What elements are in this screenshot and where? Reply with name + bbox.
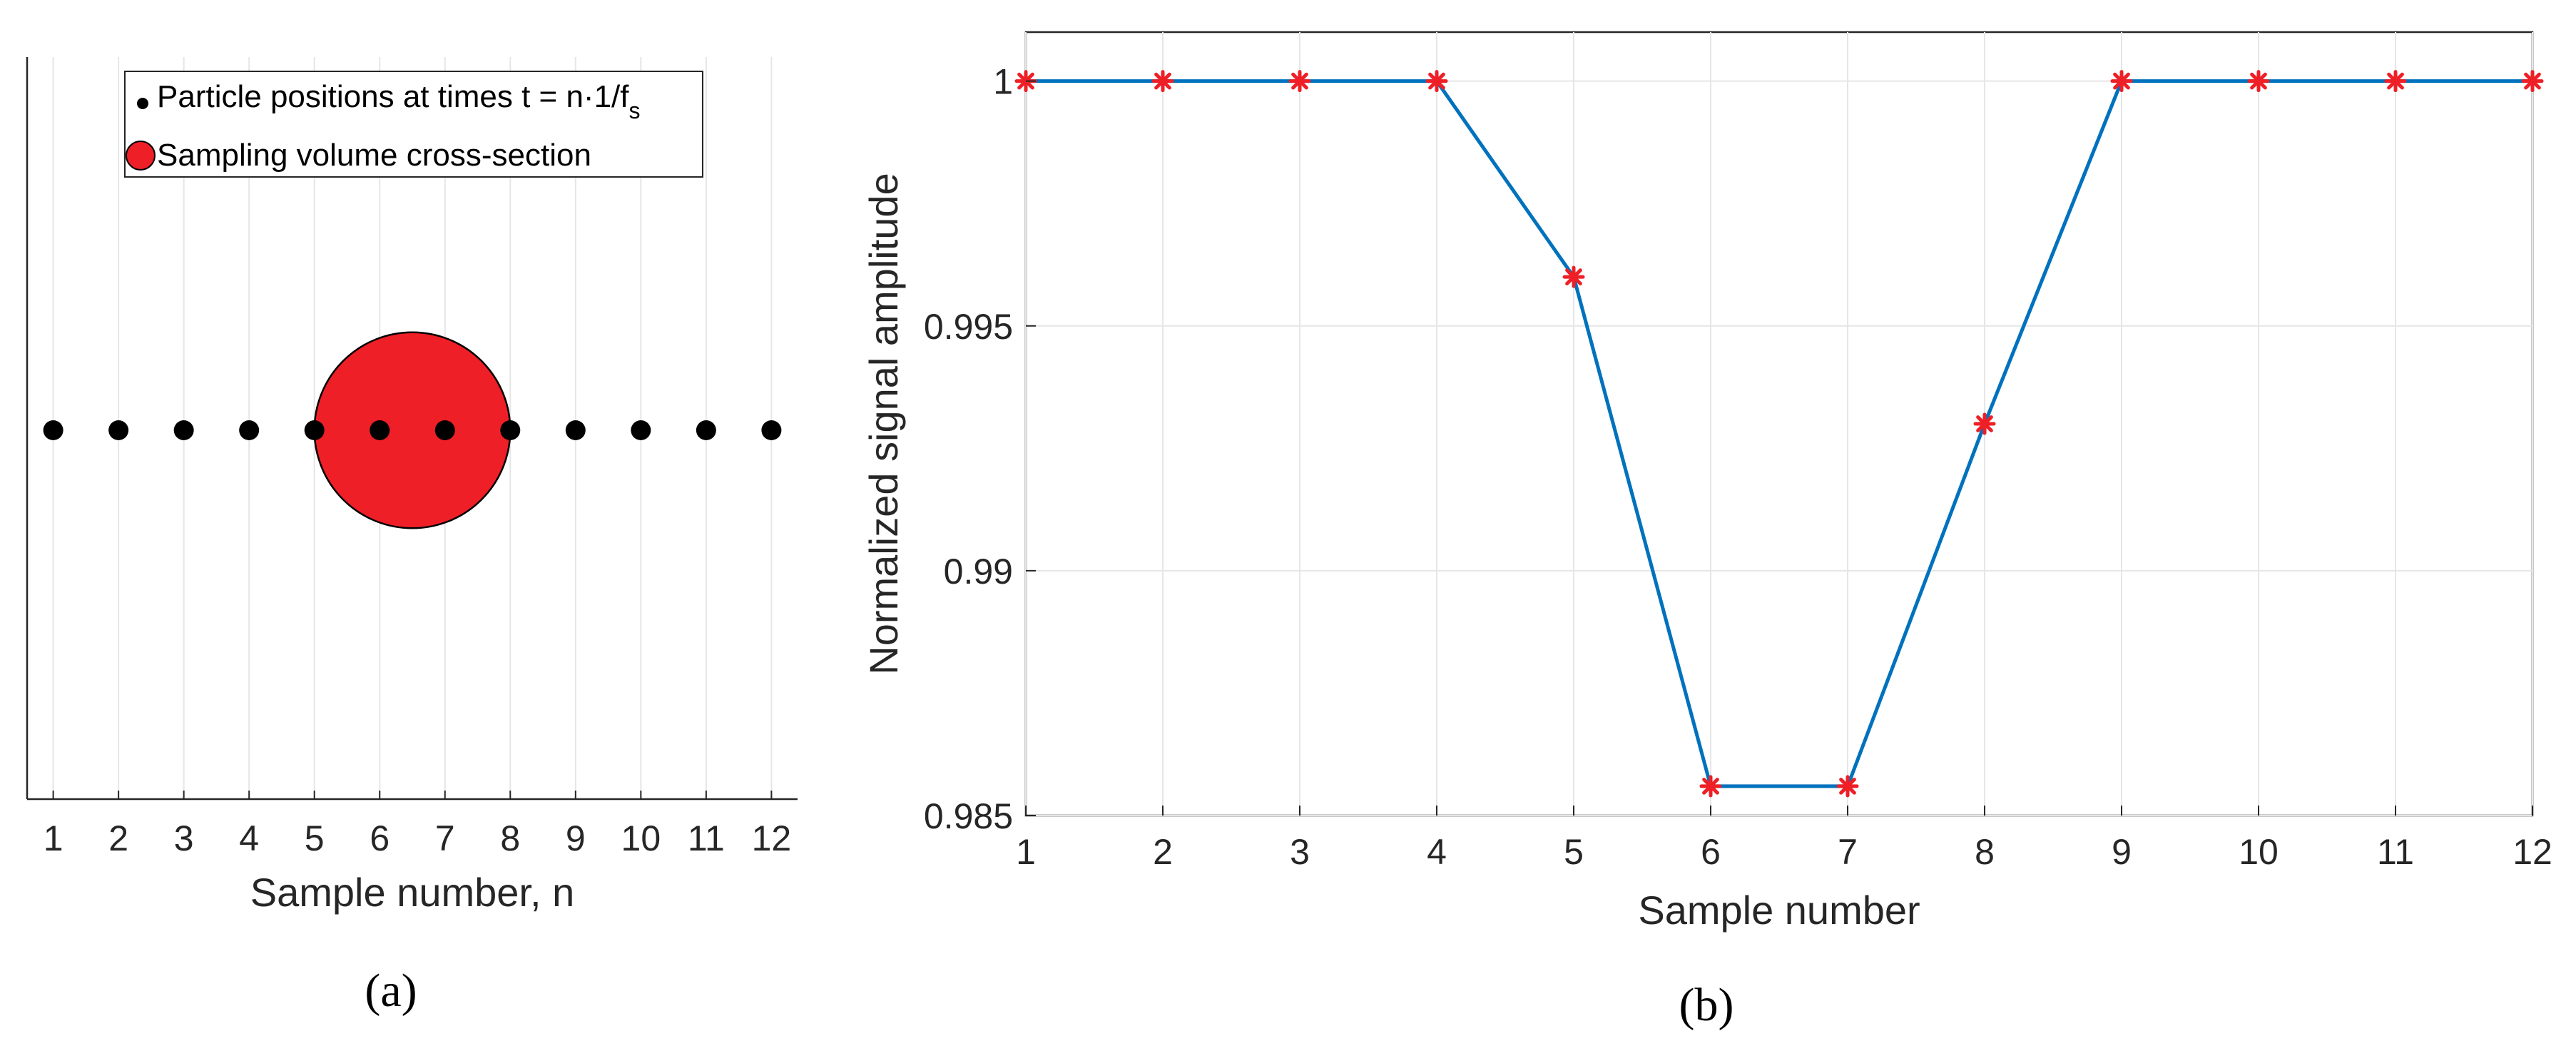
panel-b-y-tick-label: 1: [993, 62, 1013, 102]
legend-particle-label: Particle positions at times t = n·1/fs: [157, 79, 641, 123]
panel-a-x-tick-label: 6: [370, 818, 390, 858]
panel-b-y-tick-label: 0.99: [944, 552, 1013, 591]
legend-box: [124, 71, 703, 178]
panel-a-x-tick-label: 7: [435, 818, 455, 858]
particle-dot: [500, 420, 521, 440]
panel-a-particle-layer: [43, 420, 782, 440]
panel-a-x-tick-label: 4: [239, 818, 259, 858]
panel-a-sampling-volume-layer: [313, 331, 511, 529]
panel-a-axes: [26, 57, 798, 801]
panel-b-data-point: [2110, 70, 2133, 93]
panel-a-x-axis-title: Sample number, n: [250, 870, 574, 915]
panel-b-x-tick-label: 8: [1975, 832, 1995, 872]
panel-b-x-axis-title: Sample number: [1638, 888, 1920, 933]
panel-b-data-point: [1973, 412, 1996, 435]
panel-a-x-tick-label: 2: [108, 818, 128, 858]
particle-dot: [631, 420, 651, 440]
panel-b-x-tick-label: 2: [1153, 832, 1173, 872]
legend-particle-marker: [137, 98, 148, 109]
panel-b-data-point: [1151, 70, 1174, 93]
panel-b-x-tick-labels: 1 2 3 4 5 6 7 8 9 10 11 12: [1016, 806, 2552, 872]
particle-dot: [108, 420, 129, 440]
panel-a-label: (a): [365, 965, 417, 1017]
panel-b-x-tick-label: 1: [1016, 832, 1036, 872]
panel-a-x-tick-label: 8: [500, 818, 520, 858]
panel-a-x-tick-label: 11: [688, 818, 725, 858]
panel-b-data-point: [1425, 70, 1448, 93]
panel-a-legend: Particle positions at times t = n·1/fs S…: [124, 71, 703, 178]
panel-a-x-tick-label: 5: [305, 818, 325, 858]
panel-b-data-point: [2247, 70, 2270, 93]
panel-b-data-point: [2384, 70, 2407, 93]
particle-dot: [696, 420, 716, 440]
panel-b-data-point: [1288, 70, 1311, 93]
panel-b-y-tick-label: 0.995: [924, 307, 1013, 347]
panel-b-y-tick-labels: 0.985 0.99 0.995 1: [924, 62, 1036, 836]
panel-b-plot-area: [1024, 31, 2534, 817]
panel-b-series-line-layer: [1026, 79, 2532, 788]
panel-a-x-tick-label: 3: [174, 818, 194, 858]
legend-sampling-volume-marker: [126, 141, 156, 171]
panel-a-x-tick-labels: 1 2 3 4 5 6 7 8 9 10 11 12: [44, 791, 791, 858]
particle-dot: [239, 420, 260, 440]
particle-dot: [43, 420, 63, 440]
panel-b-x-tick-label: 12: [2513, 832, 2552, 872]
legend-sampling-volume-label: Sampling volume cross-section: [157, 138, 591, 173]
particle-dot: [304, 420, 325, 440]
panel-b-x-tick-label: 4: [1427, 832, 1447, 872]
panel-b-x-tick-label: 5: [1564, 832, 1584, 872]
particle-dot: [173, 420, 194, 440]
panel-a-x-tick-label: 12: [752, 818, 792, 858]
panel-b-y-axis-title: Normalized signal amplitude: [861, 173, 906, 674]
panel-b-x-tick-label: 10: [2239, 832, 2279, 872]
panel-b-x-tick-label: 11: [2377, 832, 2414, 872]
panel-b-data-point: [1836, 775, 1859, 798]
particle-dot: [565, 420, 586, 440]
panel-b-x-tick-label: 6: [1701, 832, 1721, 872]
panel-b-x-tick-label: 3: [1290, 832, 1310, 872]
particle-dot: [434, 420, 455, 440]
panel-a-x-tick-label: 1: [44, 818, 63, 858]
panel-a-x-tick-label: 10: [621, 818, 661, 858]
panel-b-data-point: [2521, 70, 2544, 93]
sampling-volume-circle: [313, 331, 511, 529]
panel-b-y-tick-label: 0.985: [924, 796, 1013, 836]
panel-b-label: (b): [1679, 979, 1734, 1031]
particle-dot: [370, 420, 390, 440]
panel-b-data-point: [1699, 775, 1722, 798]
particle-dot: [761, 420, 782, 440]
panel-b-data-point: [1562, 265, 1585, 288]
panel-b-x-tick-label: 9: [2112, 832, 2132, 872]
panel-b-series-line: [1026, 79, 2532, 788]
panel-a-chart: 1 2 3 4 5 6 7 8 9 10 11 12 Sample number, n Particl…: [26, 57, 798, 1017]
panel-b-x-tick-label: 7: [1838, 832, 1858, 872]
panel-a-x-tick-label: 9: [566, 818, 586, 858]
